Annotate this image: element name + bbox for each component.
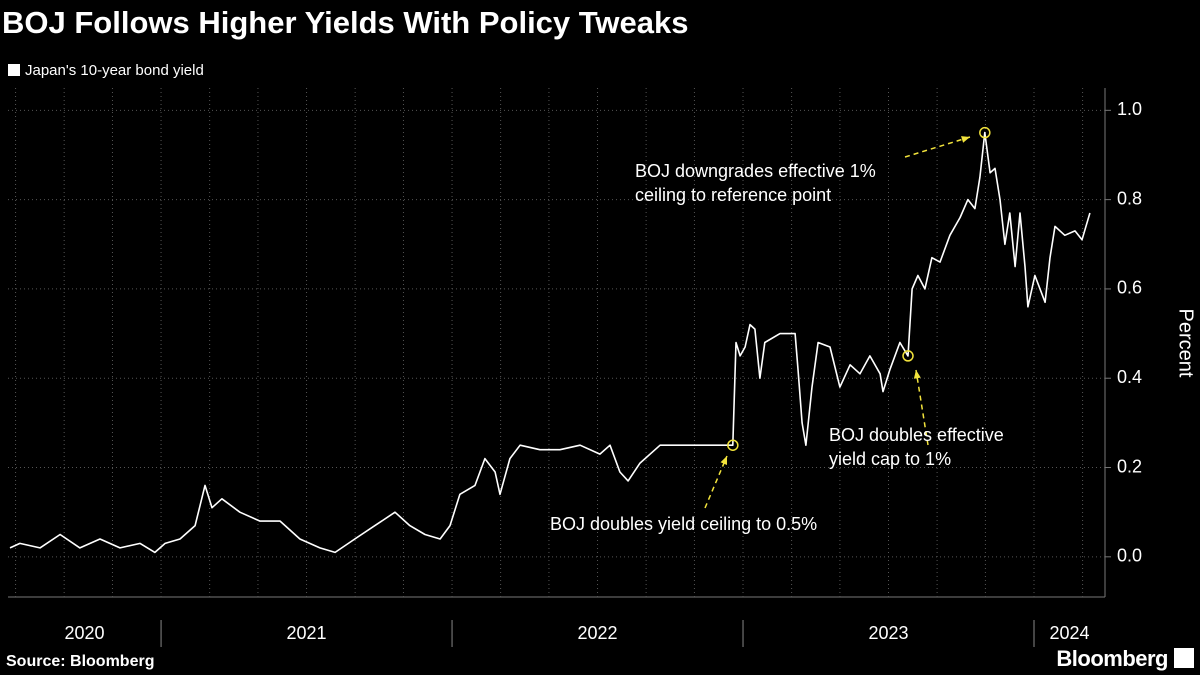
annotation-text: BOJ doubles effective [829,425,1004,445]
annotation-marker [979,126,991,139]
annotation-marker [727,439,739,451]
y-tick-label: 0.2 [1117,456,1142,476]
x-tick-label: 2022 [578,623,618,643]
y-tick-label: 0.6 [1117,278,1142,298]
annotation-arrowhead [913,370,921,379]
source: Source: Bloomberg [6,653,154,670]
annotation-text: yield cap to 1% [829,449,951,469]
annotation-marker [902,350,914,362]
y-tick-label: 0.8 [1117,188,1142,208]
brand-icon [1174,648,1194,668]
annotation-arrow [704,455,728,509]
y-tick-label: 1.0 [1117,99,1142,119]
legend-label: Japan's 10-year bond yield [25,62,204,79]
x-tick-label: 2020 [65,623,105,643]
legend-swatch [8,64,20,76]
y-axis-label: Percent [1175,309,1197,378]
annotation-arrowhead [961,136,970,143]
x-tick-label: 2024 [1049,623,1089,643]
y-tick-label: 0.0 [1117,546,1142,566]
annotation-arrow [915,369,929,446]
x-tick-label: 2021 [287,623,327,643]
annotation-text: ceiling to reference point [635,185,831,205]
annotation-text: BOJ doubles yield ceiling to 0.5% [550,514,817,534]
annotation-text: BOJ downgrades effective 1% [635,161,876,181]
annotation-arrow [904,136,971,158]
chart-title: BOJ Follows Higher Yields With Policy Tw… [2,5,688,40]
x-tick-label: 2023 [868,623,908,643]
brand: Bloomberg [1056,646,1168,671]
y-tick-label: 0.4 [1117,367,1142,387]
annotation-arrowhead [720,456,727,465]
line [9,131,1091,554]
